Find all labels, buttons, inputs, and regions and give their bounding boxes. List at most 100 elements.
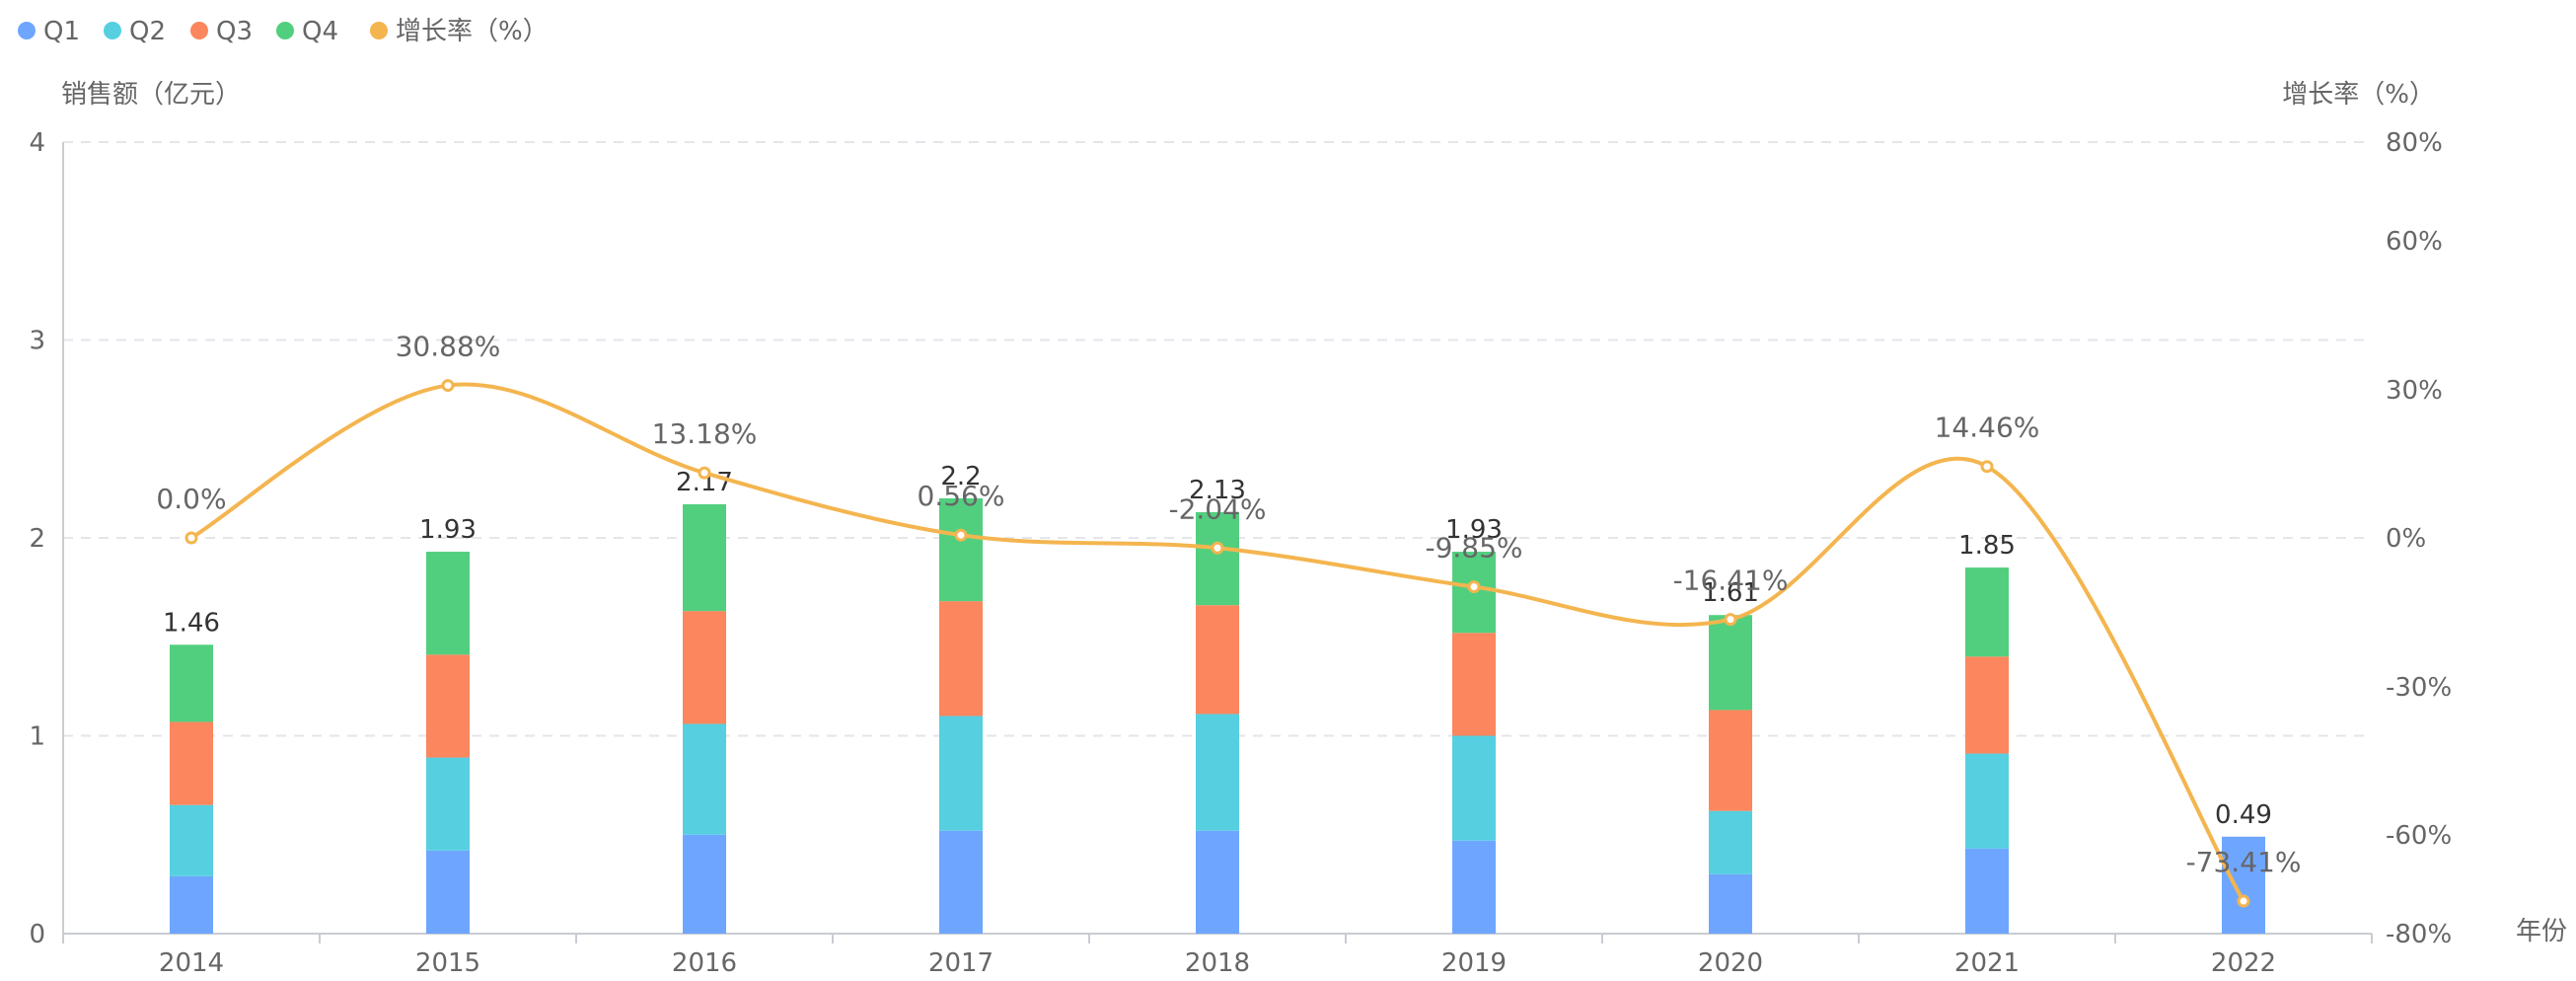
bar-total-labels: 1.461.932.17 2.2 2.131.931.611.850.49: [163, 462, 2272, 830]
bar-segment-q3[interactable]: [1196, 605, 1239, 715]
bar-segment-q4[interactable]: [1965, 567, 2009, 657]
bar-segment-q3[interactable]: [683, 611, 726, 724]
growth-rate-point[interactable]: [1724, 613, 1737, 627]
left-tick-label: 4: [29, 128, 45, 158]
bar-segment-q2[interactable]: [683, 723, 726, 835]
legend-item-3[interactable]: Q3: [190, 17, 253, 46]
legend-label: Q3: [216, 17, 253, 46]
growth-rate-point[interactable]: [954, 528, 968, 542]
growth-rate-point[interactable]: [698, 466, 711, 480]
bar-segment-q1[interactable]: [426, 850, 470, 934]
right-tick-label: 30%: [2386, 376, 2443, 406]
growth-rate-point[interactable]: [441, 379, 455, 393]
bar-segment-q3[interactable]: [1965, 656, 2009, 754]
legend-label: Q4: [302, 17, 338, 46]
x-tick-label: 2018: [1185, 948, 1250, 978]
growth-rate-point[interactable]: [184, 531, 198, 545]
bar-segment-q3[interactable]: [1709, 710, 1752, 811]
growth-rate-label: -9.85%: [1425, 532, 1522, 565]
growth-rate-label: 13.18%: [652, 417, 758, 450]
legend-marker-icon: [104, 22, 121, 39]
growth-rate-label: -16.41%: [1673, 565, 1789, 597]
left-tick-label: 2: [29, 524, 45, 554]
right-tick-label: 80%: [2386, 128, 2443, 158]
bar-segment-q4[interactable]: [170, 644, 213, 722]
bar-segment-q1[interactable]: [683, 834, 726, 934]
growth-rate-point[interactable]: [1211, 541, 1224, 555]
legend-item-4[interactable]: Q4: [276, 17, 338, 46]
growth-rate-point[interactable]: [2237, 894, 2250, 908]
legend-item-5[interactable]: 增长率（%）: [370, 17, 549, 46]
bar-total-label: 1.93: [1445, 515, 1503, 545]
growth-rate-labels: 0.0% 30.88% 13.18% 0.56% -2.04% -9.85% -16.41%…: [156, 331, 2301, 878]
bar-total-label: 2.2: [940, 462, 981, 491]
growth-rate-label: -2.04%: [1168, 492, 1266, 525]
bar-segment-q1[interactable]: [1196, 830, 1239, 934]
chart-legend[interactable]: Q1 Q2 Q3 Q4 增长率（%）: [18, 17, 549, 46]
bar-segment-q3[interactable]: [426, 654, 470, 758]
bar-segment-q3[interactable]: [1452, 633, 1496, 736]
bar-total-label: 1.46: [163, 608, 220, 638]
legend-marker-icon: [190, 22, 208, 39]
bar-total-label: 1.85: [1958, 531, 2016, 561]
right-axis-title: 增长率（%）: [2282, 80, 2435, 110]
left-tick-label: 1: [29, 722, 45, 752]
right-tick-label: -80%: [2386, 920, 2452, 949]
bar-total-label: 2.13: [1189, 476, 1246, 505]
bar-segment-q2[interactable]: [170, 804, 213, 876]
bar-segment-q2[interactable]: [939, 716, 983, 831]
growth-rate-label: 14.46%: [1935, 412, 2040, 444]
legend-label: 增长率（%）: [396, 17, 549, 46]
bar-segment-q4[interactable]: [683, 503, 726, 612]
legend-marker-icon: [370, 22, 388, 39]
x-tick-label: 2019: [1441, 948, 1507, 978]
bar-segment-q1[interactable]: [939, 830, 983, 934]
right-tick-label: -30%: [2386, 673, 2452, 703]
bar-total-label: 1.93: [419, 515, 477, 545]
bar-segment-q4[interactable]: [426, 552, 470, 655]
bar-segment-q4[interactable]: [1196, 511, 1239, 606]
bar-segment-q1[interactable]: [170, 875, 213, 934]
right-tick-label: 0%: [2386, 524, 2426, 554]
growth-rate-line[interactable]: [189, 382, 2245, 903]
x-tick-label: 2021: [1954, 948, 2020, 978]
legend-marker-icon: [18, 22, 36, 39]
bar-segment-q4[interactable]: [1709, 615, 1752, 711]
bar-total-label: 0.49: [2215, 800, 2272, 830]
growth-rate-label: 0.56%: [918, 480, 1005, 512]
left-tick-label: 0: [29, 920, 45, 949]
legend-marker-icon: [276, 22, 294, 39]
right-tick-label: -60%: [2386, 821, 2452, 851]
x-tick-label: 2014: [159, 948, 224, 978]
bar-segment-q1[interactable]: [1965, 848, 2009, 934]
left-axis: 0 1 2 3 4: [29, 128, 64, 949]
x-tick-label: 2017: [928, 948, 994, 978]
x-tick-label: 2016: [672, 948, 737, 978]
growth-rate-line-layer[interactable]: [184, 379, 2250, 908]
bar-segment-q1[interactable]: [1709, 873, 1752, 934]
x-axis: 2014 2015 2016 2017 2018 2019 2020 2021 2022: [62, 933, 2373, 978]
bar-segment-q1[interactable]: [1452, 840, 1496, 934]
x-tick-label: 2015: [415, 948, 480, 978]
bar-segment-q1[interactable]: [2222, 836, 2265, 934]
bar-segment-q2[interactable]: [1709, 810, 1752, 874]
bar-segment-q2[interactable]: [1965, 753, 2009, 849]
bar-total-label: 1.61: [1702, 578, 1759, 608]
growth-rate-label: 30.88%: [396, 331, 501, 363]
legend-item-2[interactable]: Q2: [104, 17, 166, 46]
left-axis-title: 销售额（亿元）: [61, 80, 241, 110]
bar-segment-q2[interactable]: [1452, 735, 1496, 841]
growth-rate-point[interactable]: [1467, 580, 1481, 594]
growth-rate-point[interactable]: [1980, 460, 1994, 474]
bar-segment-q2[interactable]: [426, 757, 470, 851]
x-tick-label: 2022: [2211, 948, 2276, 978]
bar-segment-q3[interactable]: [170, 721, 213, 805]
legend-item-1[interactable]: Q1: [18, 17, 80, 46]
stacked-bars[interactable]: [170, 497, 2265, 934]
bar-segment-q2[interactable]: [1196, 714, 1239, 831]
bar-segment-q4[interactable]: [939, 497, 983, 602]
growth-rate-label: -73.41%: [2186, 846, 2302, 878]
growth-rate-label: 0.0%: [156, 483, 226, 515]
bar-segment-q3[interactable]: [939, 601, 983, 717]
